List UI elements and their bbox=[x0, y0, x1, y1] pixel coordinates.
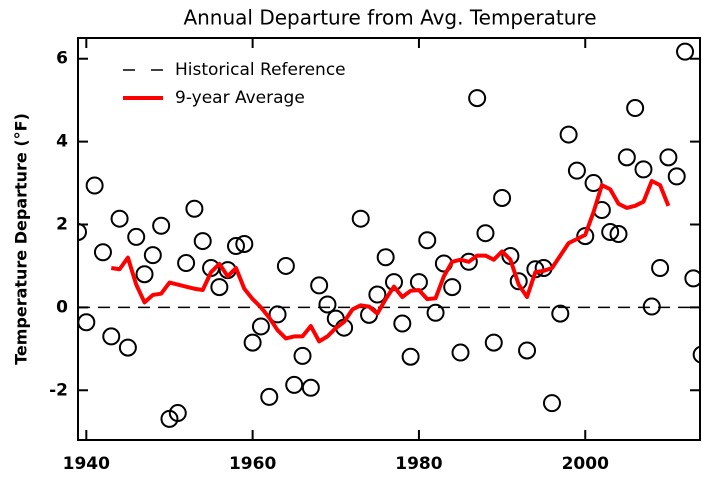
data-point bbox=[276, 256, 295, 275]
data-point bbox=[226, 237, 245, 256]
data-point bbox=[268, 305, 287, 324]
data-point bbox=[301, 378, 320, 397]
legend-label: Historical Reference bbox=[175, 60, 346, 80]
data-point bbox=[484, 333, 503, 352]
x-tick-label: 1980 bbox=[395, 454, 442, 474]
x-tick-label: 1960 bbox=[229, 454, 276, 474]
data-point bbox=[110, 209, 129, 228]
y-tick-label: 6 bbox=[56, 49, 68, 69]
data-point bbox=[152, 216, 171, 235]
data-point bbox=[135, 265, 154, 284]
y-tick-label: 2 bbox=[56, 214, 68, 234]
data-point bbox=[293, 346, 312, 365]
data-point bbox=[634, 160, 653, 179]
data-point bbox=[193, 232, 212, 251]
y-tick-label: -2 bbox=[49, 380, 68, 400]
line-series bbox=[110, 178, 671, 344]
chart-title: Annual Departure from Avg. Temperature bbox=[183, 6, 596, 30]
data-point bbox=[102, 327, 121, 346]
data-point bbox=[418, 231, 437, 250]
data-point bbox=[468, 89, 487, 108]
data-point bbox=[559, 125, 578, 144]
data-point bbox=[667, 167, 686, 186]
data-point bbox=[401, 347, 420, 366]
x-tick-label: 1940 bbox=[63, 454, 110, 474]
data-point bbox=[692, 345, 700, 364]
data-point bbox=[143, 246, 162, 265]
data-point bbox=[185, 199, 204, 218]
data-point bbox=[576, 227, 595, 246]
data-point bbox=[626, 99, 645, 118]
data-point bbox=[251, 317, 270, 336]
data-point bbox=[659, 148, 678, 167]
data-point bbox=[426, 303, 445, 322]
data-point bbox=[243, 333, 262, 352]
plot-area bbox=[78, 42, 700, 428]
x-tick-label: 2000 bbox=[562, 454, 609, 474]
data-point bbox=[285, 375, 304, 394]
data-point bbox=[368, 285, 387, 304]
y-tick-label: 4 bbox=[56, 132, 68, 152]
y-axis-label: Temperature Departure (°F) bbox=[12, 113, 31, 365]
data-point bbox=[210, 278, 229, 297]
data-point bbox=[118, 338, 137, 357]
data-point bbox=[542, 394, 561, 413]
data-point bbox=[518, 341, 537, 360]
legend-label: 9-year Average bbox=[175, 88, 305, 108]
data-point bbox=[85, 176, 104, 195]
data-point bbox=[376, 248, 395, 267]
data-point bbox=[676, 42, 695, 61]
data-point bbox=[310, 276, 329, 295]
data-point bbox=[235, 234, 254, 253]
data-point bbox=[127, 227, 146, 246]
data-point bbox=[476, 224, 495, 243]
data-point bbox=[651, 259, 670, 278]
data-point bbox=[509, 272, 528, 291]
data-point bbox=[168, 404, 187, 423]
data-point bbox=[393, 314, 412, 333]
data-point bbox=[451, 343, 470, 362]
data-point bbox=[318, 295, 337, 314]
data-point bbox=[78, 313, 96, 332]
data-point bbox=[642, 297, 661, 316]
data-point bbox=[551, 304, 570, 323]
data-point bbox=[260, 387, 279, 406]
data-point bbox=[443, 278, 462, 297]
data-point bbox=[617, 148, 636, 167]
data-point bbox=[567, 161, 586, 180]
data-point bbox=[409, 273, 428, 292]
axes-frame bbox=[77, 37, 701, 441]
data-point bbox=[78, 222, 87, 241]
data-point bbox=[584, 174, 603, 193]
data-point bbox=[177, 254, 196, 273]
y-tick-label: 0 bbox=[56, 297, 68, 317]
data-point bbox=[684, 269, 700, 288]
data-point bbox=[351, 209, 370, 228]
data-point bbox=[93, 243, 112, 262]
data-point bbox=[601, 222, 620, 241]
data-point bbox=[493, 188, 512, 207]
data-point bbox=[609, 225, 628, 244]
